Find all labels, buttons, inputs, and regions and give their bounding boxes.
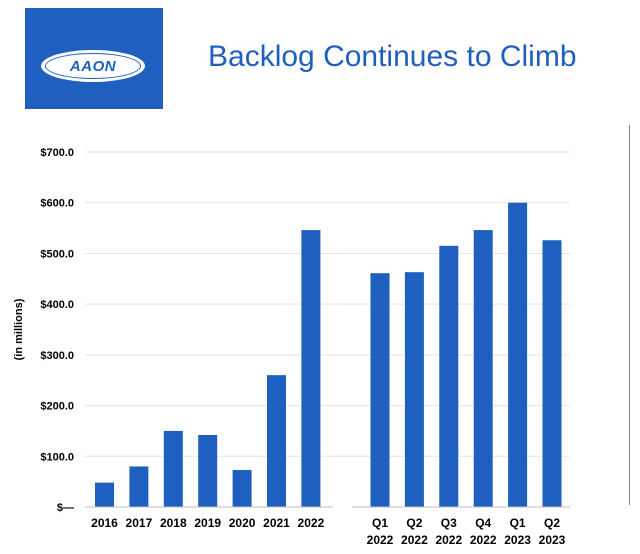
- bar: [508, 202, 528, 507]
- x-tick-label: 2023: [539, 533, 566, 547]
- y-tick-label: $100.0: [40, 451, 74, 463]
- logo-panel: AAON: [25, 8, 163, 109]
- x-tick-label: Q1: [372, 516, 388, 530]
- x-tick-label: Q3: [441, 516, 457, 530]
- bar: [198, 434, 218, 507]
- y-axis-label: (in millions): [13, 298, 25, 360]
- bar: [370, 273, 390, 507]
- x-tick-label: 2023: [504, 533, 531, 547]
- page-title: Backlog Continues to Climb: [208, 40, 577, 73]
- x-tick-label: 2020: [229, 516, 256, 530]
- bar: [129, 466, 149, 507]
- x-tick-label: 2016: [91, 516, 118, 530]
- logo-oval-ring: AAON: [45, 53, 141, 79]
- bar: [267, 375, 286, 507]
- x-tick-label: 2022: [470, 533, 497, 547]
- x-tick-label: Q1: [510, 516, 526, 530]
- bar: [542, 240, 562, 507]
- y-tick-label: $—: [57, 502, 74, 514]
- y-tick-label: $400.0: [40, 299, 74, 311]
- x-tick-label: 2022: [401, 533, 428, 547]
- divider-line: [629, 125, 630, 505]
- bar: [163, 430, 183, 507]
- y-tick-label: $700.0: [40, 147, 74, 159]
- y-tick-label: $200.0: [40, 401, 74, 413]
- x-tick-label: Q4: [475, 516, 491, 530]
- bar: [404, 272, 424, 507]
- x-tick-label: 2019: [194, 516, 221, 530]
- x-tick-label: 2022: [435, 533, 462, 547]
- x-tick-label: 2022: [298, 516, 325, 530]
- x-tick-label: 2021: [263, 516, 290, 530]
- x-tick-label: Q2: [406, 516, 422, 530]
- bar: [95, 482, 114, 507]
- bar: [439, 245, 459, 508]
- x-tick-label: Q2: [544, 516, 560, 530]
- bar: [232, 469, 252, 507]
- y-tick-label: $500.0: [40, 248, 74, 260]
- x-tick-label: 2018: [160, 516, 187, 530]
- bar: [473, 230, 493, 507]
- x-tick-label: 2022: [367, 533, 394, 547]
- aaon-logo: AAON: [41, 50, 145, 82]
- bar: [301, 230, 321, 507]
- x-tick-label: 2017: [126, 516, 153, 530]
- logo-text: AAON: [69, 57, 117, 75]
- y-tick-label: $300.0: [40, 350, 74, 362]
- y-tick-label: $600.0: [40, 198, 74, 210]
